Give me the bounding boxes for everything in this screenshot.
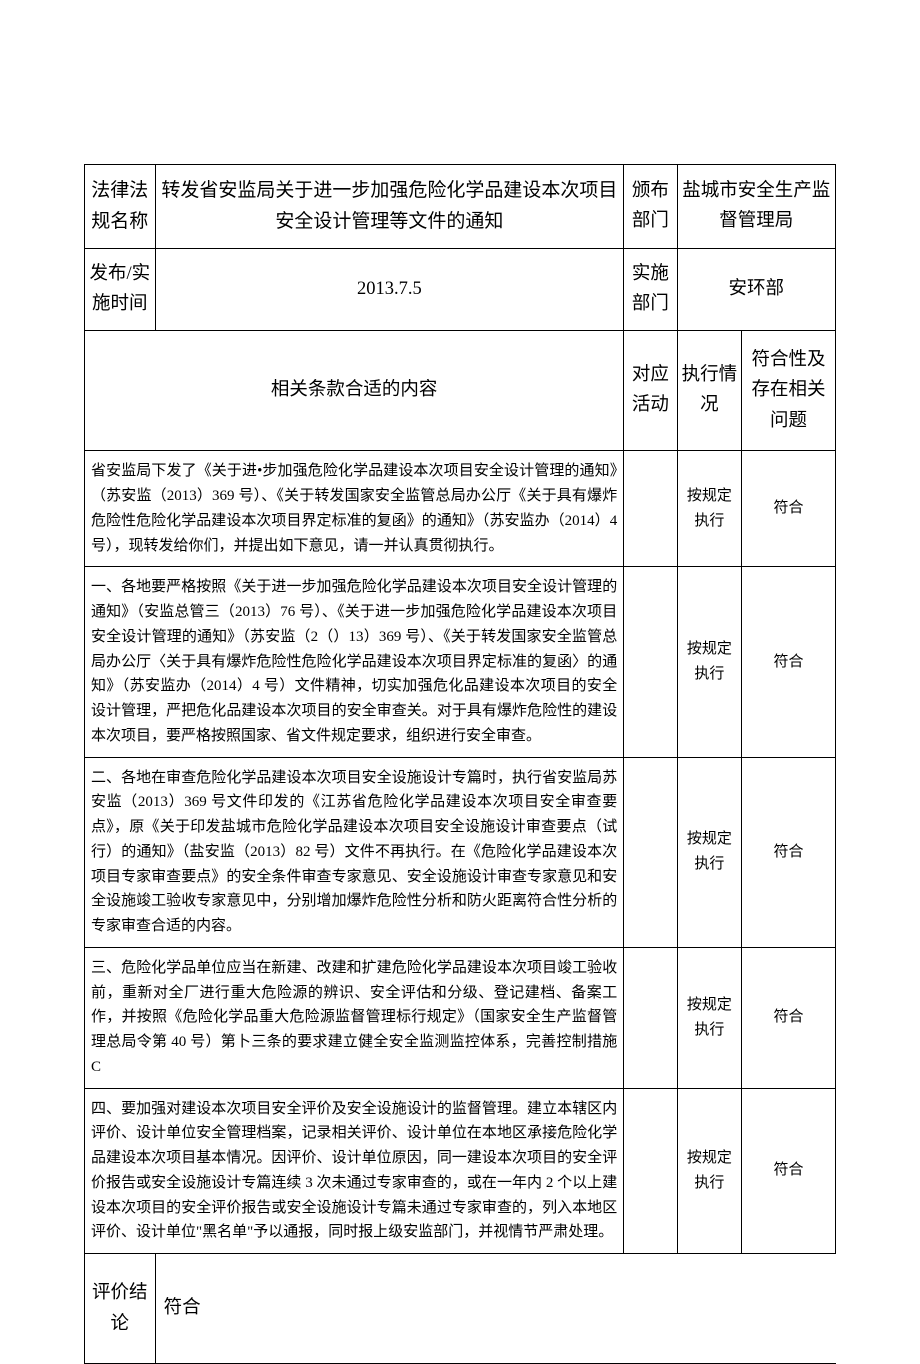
row-content: 三、危险化学品单位应当在新建、改建和扩建危险化学品建设本次项目竣工验收前，重新对… — [85, 947, 624, 1088]
row-execution: 按规定执行 — [677, 567, 742, 757]
row-compliance: 符合 — [742, 567, 836, 757]
regulation-table: 法律法规名称 转发省安监局关于进一步加强危险化学品建设本次项目安全设计管理等文件… — [84, 164, 836, 1364]
date-label: 发布/实施时间 — [85, 248, 156, 330]
table-row: 二、各地在审查危险化学品建设本次项目安全设施设计专篇时，执行省安监局苏安监（20… — [85, 757, 836, 947]
date-value: 2013.7.5 — [155, 248, 624, 330]
row-execution: 按规定执行 — [677, 1088, 742, 1254]
row-activity — [624, 567, 677, 757]
row-activity — [624, 451, 677, 567]
impl-dept-label: 实施部门 — [624, 248, 677, 330]
row-activity — [624, 757, 677, 947]
column-header-row: 相关条款合适的内容 对应活动 执行情况 符合性及存在相关问题 — [85, 330, 836, 451]
col-compliance-label: 符合性及存在相关问题 — [742, 330, 836, 451]
issuing-dept-value: 盐城市安全生产监督管理局 — [677, 165, 835, 249]
col-activity-label: 对应活动 — [624, 330, 677, 451]
impl-dept-value: 安环部 — [677, 248, 835, 330]
row-execution: 按规定执行 — [677, 947, 742, 1088]
law-name-value: 转发省安监局关于进一步加强危险化学品建设本次项目安全设计管理等文件的通知 — [155, 165, 624, 249]
row-compliance: 符合 — [742, 451, 836, 567]
conclusion-label: 评价结论 — [85, 1254, 156, 1364]
conclusion-row: 评价结论 符合 — [85, 1254, 836, 1364]
row-compliance: 符合 — [742, 757, 836, 947]
row-content: 二、各地在审查危险化学品建设本次项目安全设施设计专篇时，执行省安监局苏安监（20… — [85, 757, 624, 947]
row-activity — [624, 947, 677, 1088]
row-content: 四、要加强对建设本次项目安全评价及安全设施设计的监督管理。建立本辖区内评价、设计… — [85, 1088, 624, 1254]
conclusion-value: 符合 — [155, 1254, 835, 1364]
row-content: 省安监局下发了《关于进•步加强危险化学品建设本次项目安全设计管理的通知》（苏安监… — [85, 451, 624, 567]
row-execution: 按规定执行 — [677, 451, 742, 567]
row-content: 一、各地要严格按照《关于进一步加强危险化学品建设本次项目安全设计管理的通知》（安… — [85, 567, 624, 757]
row-activity — [624, 1088, 677, 1254]
col-execution-label: 执行情况 — [677, 330, 742, 451]
row-execution: 按规定执行 — [677, 757, 742, 947]
issuing-dept-label: 颁布部门 — [624, 165, 677, 249]
header-row-1: 法律法规名称 转发省安监局关于进一步加强危险化学品建设本次项目安全设计管理等文件… — [85, 165, 836, 249]
document-page: 法律法规名称 转发省安监局关于进一步加强危险化学品建设本次项目安全设计管理等文件… — [0, 0, 920, 1301]
row-compliance: 符合 — [742, 1088, 836, 1254]
table-row: 一、各地要严格按照《关于进一步加强危险化学品建设本次项目安全设计管理的通知》（安… — [85, 567, 836, 757]
row-compliance: 符合 — [742, 947, 836, 1088]
table-row: 省安监局下发了《关于进•步加强危险化学品建设本次项目安全设计管理的通知》（苏安监… — [85, 451, 836, 567]
header-row-2: 发布/实施时间 2013.7.5 实施部门 安环部 — [85, 248, 836, 330]
col-content-label: 相关条款合适的内容 — [85, 330, 624, 451]
table-row: 四、要加强对建设本次项目安全评价及安全设施设计的监督管理。建立本辖区内评价、设计… — [85, 1088, 836, 1254]
table-row: 三、危险化学品单位应当在新建、改建和扩建危险化学品建设本次项目竣工验收前，重新对… — [85, 947, 836, 1088]
law-name-label: 法律法规名称 — [85, 165, 156, 249]
